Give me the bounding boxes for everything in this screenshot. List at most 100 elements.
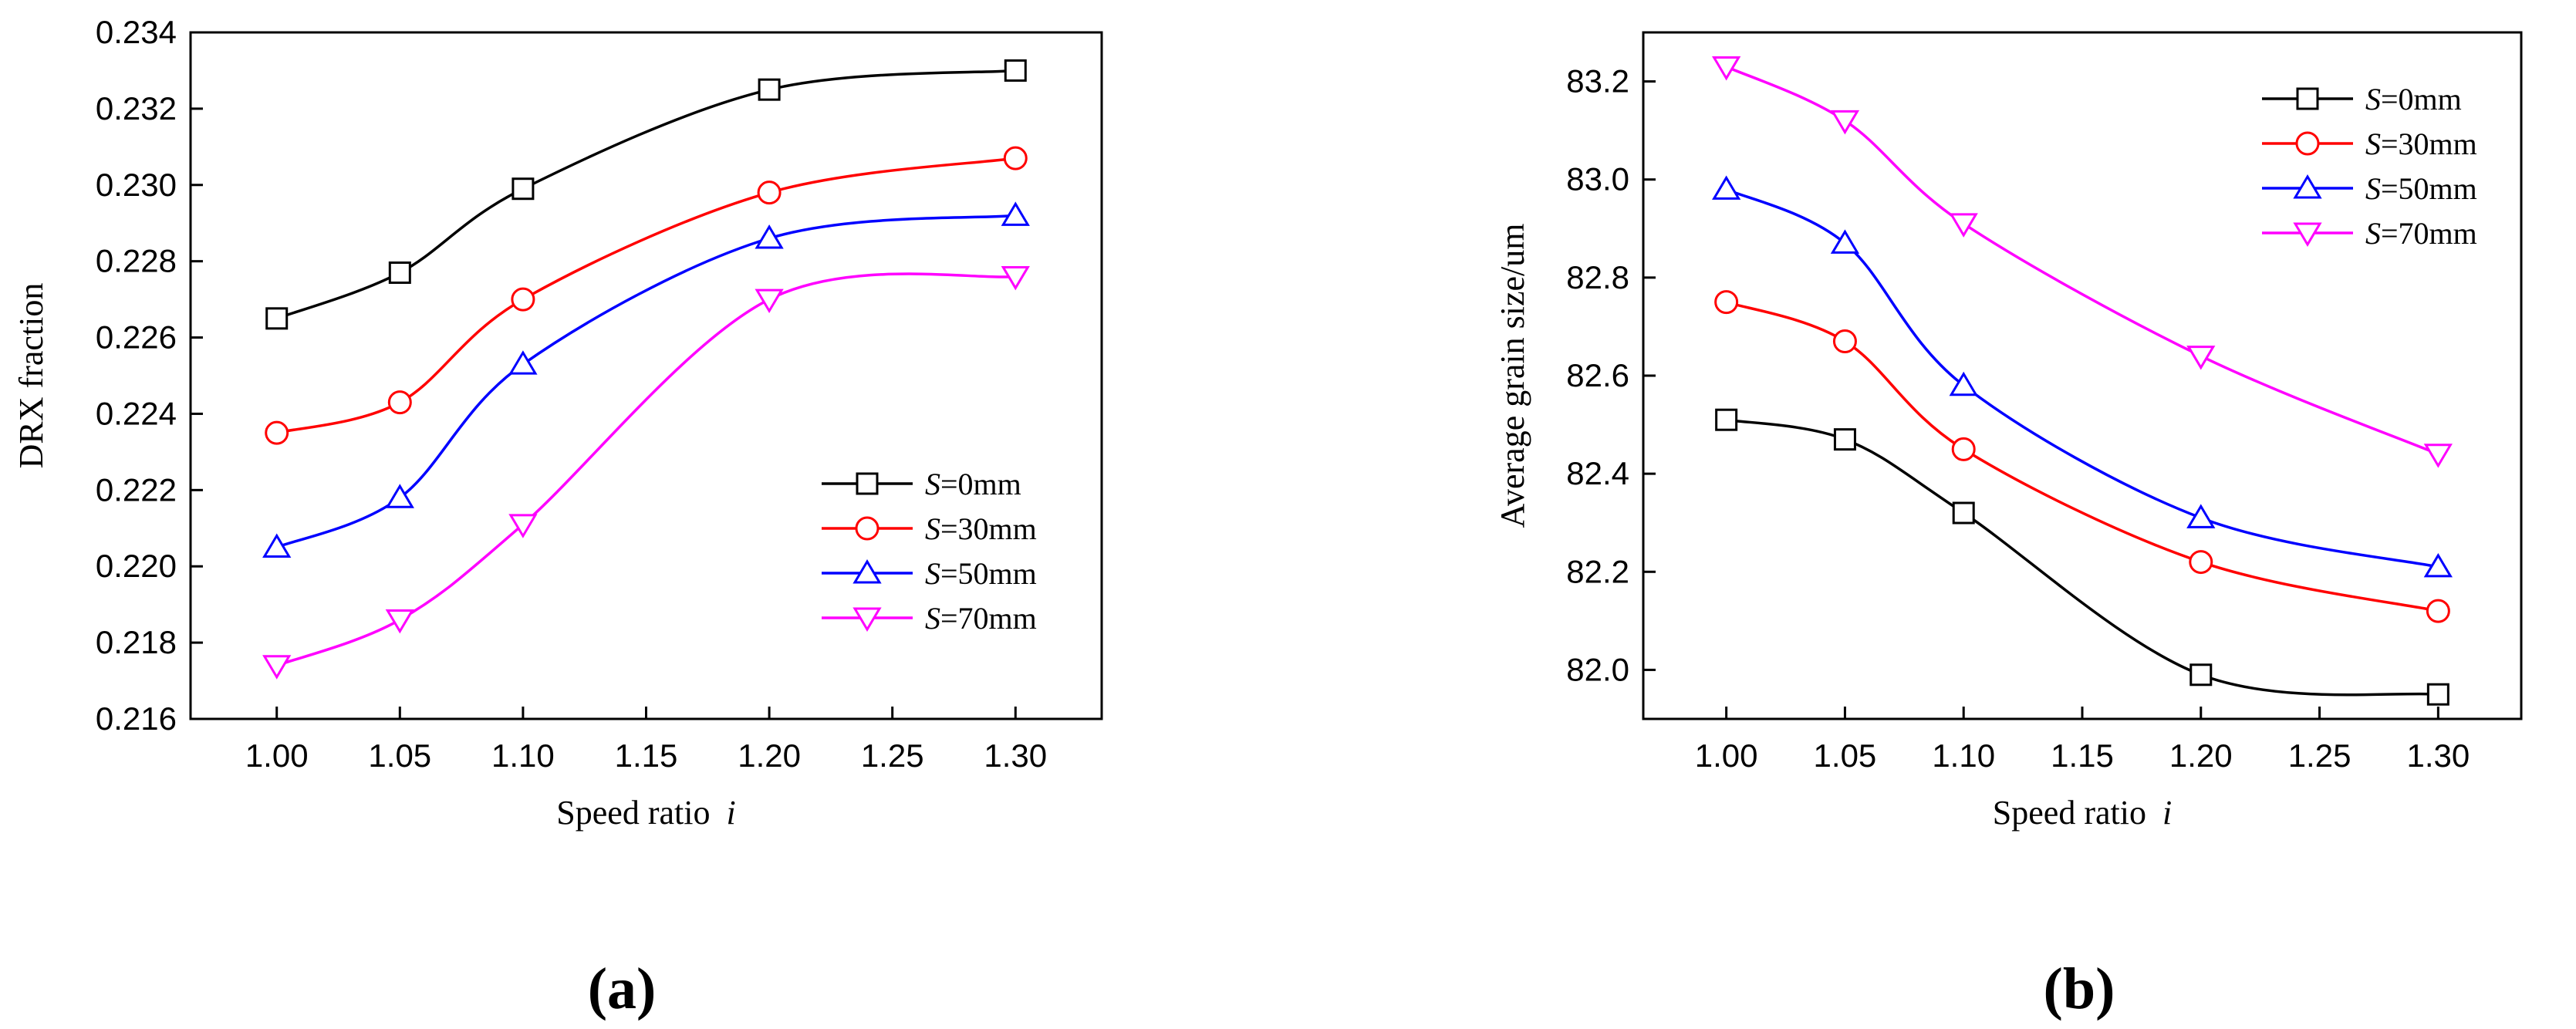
series-0mm-group: S=0mm <box>265 59 1027 501</box>
data-point <box>757 180 782 205</box>
legend-marker <box>852 559 882 584</box>
legend-label-var: S <box>925 511 940 546</box>
y-tick-label: 82.2 <box>1566 553 1629 589</box>
legend-label-text: =50mm <box>940 556 1037 591</box>
data-point <box>1001 265 1030 291</box>
x-axis-label-text: Speed ratio <box>556 794 718 832</box>
x-tick-label: 1.15 <box>2051 737 2114 774</box>
x-tick-label: 1.30 <box>984 737 1047 774</box>
x-axis-label-var: i <box>2162 794 2172 832</box>
y-tick-label: 0.220 <box>96 548 177 584</box>
y-tick-label: 0.230 <box>96 167 177 203</box>
data-point <box>387 390 412 415</box>
series-0mm-group: S=0mm <box>1715 82 2462 706</box>
y-tick-label: 0.216 <box>96 700 177 737</box>
data-point <box>385 484 414 508</box>
series-line <box>1726 418 2439 697</box>
legend-marker <box>852 607 882 632</box>
series-50mm-group: S=50mm <box>262 201 1037 591</box>
legend-label-var: S <box>2365 82 2381 116</box>
legend-label-text: =30mm <box>2381 127 2477 161</box>
legend-label-var: S <box>925 601 940 636</box>
legend-label-var: S <box>2365 127 2381 161</box>
legend-label-text: =70mm <box>940 601 1037 636</box>
x-tick-label: 1.20 <box>2169 737 2233 774</box>
legend-label: S=0mm <box>2365 82 2462 116</box>
data-point <box>2423 552 2453 578</box>
data-point <box>262 655 292 680</box>
data-point <box>1715 408 1738 431</box>
x-axis-label-text: Speed ratio <box>1993 794 2155 832</box>
legend-label-var: S <box>925 556 940 591</box>
legend-label: S=70mm <box>925 601 1037 636</box>
y-tick-label: 0.218 <box>96 624 177 660</box>
data-point <box>755 224 784 249</box>
legend-label: S=50mm <box>2365 171 2477 206</box>
data-point <box>1832 329 1857 353</box>
data-point <box>2189 550 2213 575</box>
legend-label-text: =50mm <box>2381 171 2477 206</box>
y-axis-label: DRX fraction <box>12 283 50 469</box>
y-tick-label: 82.6 <box>1566 357 1629 393</box>
data-point <box>1833 428 1856 451</box>
x-axis-label: Speed ratio i <box>556 794 735 832</box>
y-axis-label: Average grain size/um <box>1494 223 1531 528</box>
data-point <box>1830 110 1860 135</box>
series-line <box>1726 300 2439 612</box>
x-tick-label: 1.10 <box>491 737 555 774</box>
data-point <box>265 420 289 445</box>
x-tick-label: 1.25 <box>861 737 924 774</box>
data-point <box>508 350 538 375</box>
data-point <box>2189 663 2213 687</box>
x-tick-label: 1.15 <box>615 737 678 774</box>
series-30mm-group: S=30mm <box>265 146 1037 546</box>
chart-panel-a: 1.00 1.05 1.10 1.15 1.20 1.25 1.30 0.216 0.218 0.… <box>12 14 1103 1021</box>
data-point <box>511 177 535 201</box>
x-tick-label: 1.05 <box>368 737 431 774</box>
y-tick-label: 0.224 <box>96 395 177 431</box>
series-line <box>276 157 1016 434</box>
legend-marker <box>2296 87 2319 110</box>
legend-marker <box>855 516 879 541</box>
data-point <box>1949 371 1978 396</box>
series-line <box>1725 187 2439 568</box>
legend-marker <box>856 472 879 495</box>
x-axis-label: Speed ratio i <box>1993 794 2172 832</box>
legend-label-text: =0mm <box>2381 82 2462 116</box>
x-tick-label: 1.10 <box>1932 737 1995 774</box>
panel-label: (a) <box>588 956 657 1021</box>
data-point <box>262 533 292 558</box>
data-point <box>2426 683 2449 706</box>
x-tick-label: 1.20 <box>738 737 801 774</box>
legend-label: S=30mm <box>2365 127 2477 161</box>
x-tick-label: 1.05 <box>1814 737 1877 774</box>
y-tick-label: 0.222 <box>96 471 177 508</box>
x-tick-label: 1.00 <box>1695 737 1758 774</box>
x-tick-label: 1.00 <box>245 737 309 774</box>
data-point <box>1712 175 1741 200</box>
data-point <box>385 609 414 634</box>
legend-label-var: S <box>925 467 940 501</box>
y-tick-label: 0.228 <box>96 243 177 279</box>
y-tick-label: 82.4 <box>1566 455 1629 491</box>
data-point <box>511 287 535 312</box>
data-point <box>1949 213 1978 238</box>
series-50mm-group: S=50mm <box>1712 171 2477 578</box>
y-tick-label: 0.234 <box>96 14 177 50</box>
series-30mm-group: S=30mm <box>1714 127 2477 623</box>
data-point <box>1004 59 1027 82</box>
y-tick-label: 0.226 <box>96 319 177 356</box>
data-point <box>1952 501 1975 525</box>
data-point <box>2426 599 2450 623</box>
data-point <box>755 288 784 314</box>
data-point <box>1712 56 1741 81</box>
x-tick-label: 1.30 <box>2406 737 2470 774</box>
legend-label-text: =70mm <box>2381 216 2477 251</box>
data-point <box>1714 290 1739 315</box>
legend-label-var: S <box>2365 171 2381 206</box>
legend-marker <box>2293 174 2322 199</box>
y-tick-label: 82.0 <box>1566 651 1629 687</box>
data-point <box>2186 346 2216 370</box>
data-point <box>758 78 781 101</box>
